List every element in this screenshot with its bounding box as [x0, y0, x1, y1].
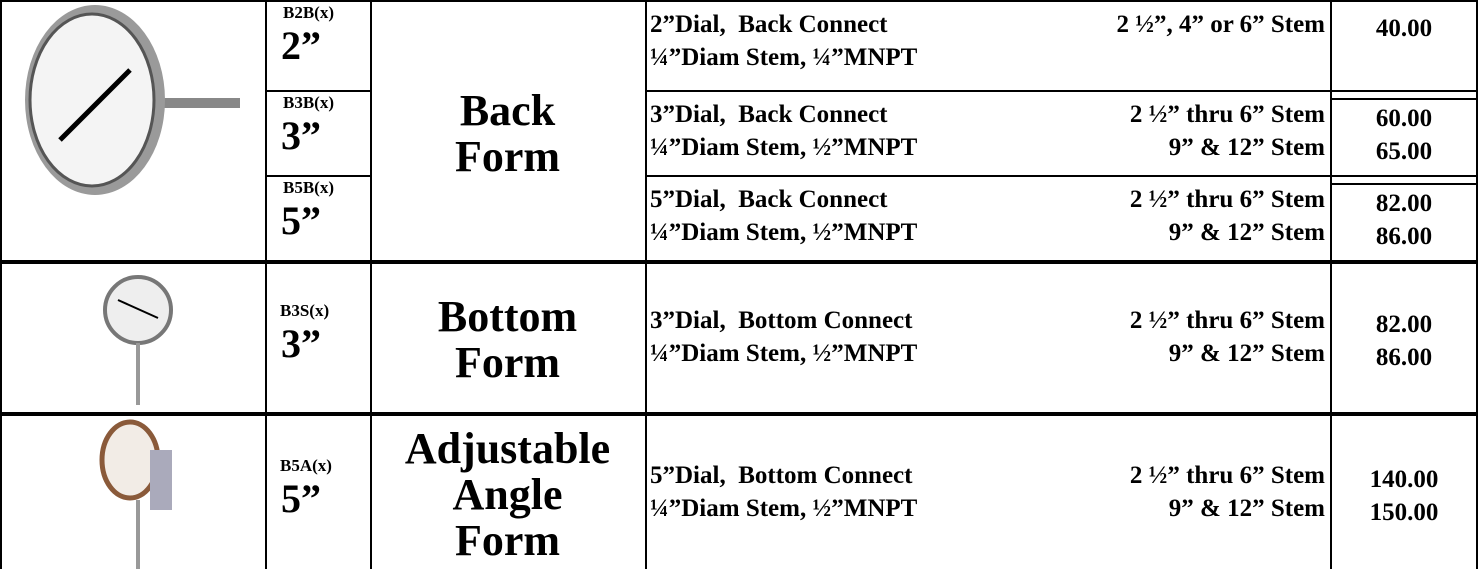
border: [0, 260, 1478, 264]
dial-size: 5”: [281, 475, 321, 521]
stem-length: 9” & 12” Stem: [1168, 219, 1325, 246]
stem-length: 9” & 12” Stem: [1168, 134, 1325, 161]
adjustable-thermometer-image: [99, 419, 172, 569]
model-code: B2B(x): [283, 3, 334, 22]
description: 5”Dial, Bottom Connect: [650, 461, 913, 489]
price: 86.00: [1375, 344, 1433, 371]
form-name: Form: [454, 338, 561, 387]
description: 3”Dial, Back Connect: [650, 101, 888, 128]
form-name: Adjustable: [404, 423, 611, 473]
description: ¼”Diam Stem, ½”MNPT: [650, 134, 918, 161]
border: [645, 90, 1478, 92]
description: ¼”Diam Stem, ¼”MNPT: [650, 44, 918, 71]
border: [370, 0, 372, 569]
border: [645, 0, 647, 569]
form-name: Bottom: [437, 292, 578, 341]
model-code: B5B(x): [283, 178, 334, 197]
price: 82.00: [1375, 311, 1433, 338]
model-code: B3B(x): [283, 93, 334, 112]
border: [265, 90, 370, 92]
price: 140.00: [1369, 465, 1439, 493]
description: ¼”Diam Stem, ½”MNPT: [650, 340, 918, 367]
form-name: Back: [459, 86, 556, 135]
stem-length: 9” & 12” Stem: [1168, 340, 1325, 367]
form-name: Angle: [452, 469, 563, 519]
stem-length: 9” & 12” Stem: [1168, 494, 1325, 522]
model-code: B5A(x): [280, 455, 332, 475]
price: 65.00: [1375, 138, 1433, 165]
description: 5”Dial, Back Connect: [650, 186, 888, 213]
dial-size: 5”: [281, 198, 321, 243]
description: 3”Dial, Bottom Connect: [650, 307, 913, 334]
form-name: Form: [454, 132, 561, 181]
border: [1330, 0, 1332, 569]
model-code: B3S(x): [280, 301, 330, 320]
description: ¼”Diam Stem, ½”MNPT: [650, 219, 918, 246]
price: 82.00: [1375, 190, 1433, 217]
stem-length: 2 ½” thru 6” Stem: [1129, 101, 1325, 128]
price: 86.00: [1375, 223, 1433, 250]
stem-length: 2 ½” thru 6” Stem: [1129, 186, 1325, 213]
product-images: [25, 5, 240, 569]
border: [0, 412, 1478, 416]
bottom-thermometer-image: [103, 275, 173, 405]
border: [645, 175, 1478, 177]
price: 60.00: [1375, 105, 1433, 132]
stem-length: 2 ½” thru 6” Stem: [1129, 307, 1325, 334]
description: 2”Dial, Back Connect: [650, 11, 888, 38]
back-thermometer-image: [25, 5, 240, 195]
border: [1476, 0, 1478, 569]
border: [265, 0, 267, 569]
border: [0, 0, 1478, 2]
price: 150.00: [1369, 498, 1439, 526]
stem-length: 2 ½” thru 6” Stem: [1129, 461, 1325, 489]
form-name: Form: [454, 515, 561, 565]
dial-size: 3”: [281, 321, 321, 366]
border: [1330, 183, 1478, 185]
dial-size: 3”: [281, 113, 321, 158]
border: [1330, 98, 1478, 100]
border: [265, 175, 370, 177]
price: 40.00: [1375, 15, 1433, 42]
description: ¼”Diam Stem, ½”MNPT: [650, 494, 918, 522]
border: [0, 0, 2, 569]
stem-length: 2 ½”, 4” or 6” Stem: [1116, 11, 1325, 38]
dial-size: 2”: [281, 23, 321, 68]
